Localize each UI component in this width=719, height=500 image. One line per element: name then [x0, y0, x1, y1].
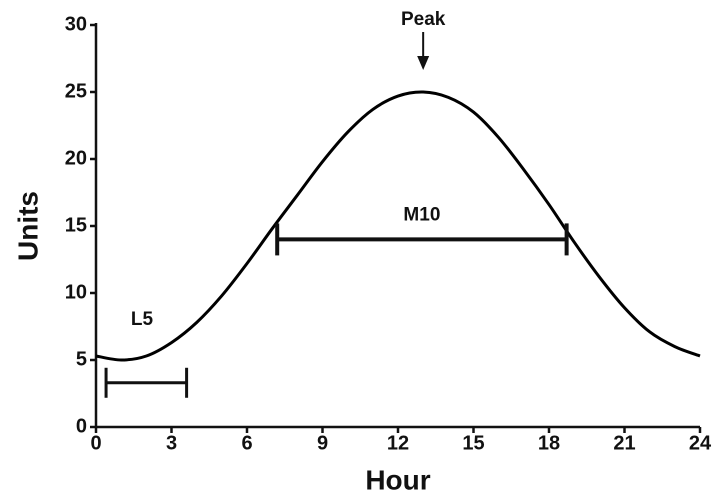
- l5-label: L5: [131, 309, 154, 330]
- x-tick-label: 24: [689, 432, 712, 454]
- x-tick-label: 3: [166, 432, 177, 454]
- y-tick-label: 5: [76, 348, 87, 370]
- peak-arrowhead: [417, 56, 430, 70]
- x-tick-label: 0: [90, 432, 101, 454]
- x-tick-label: 6: [241, 432, 252, 454]
- y-axis-title: Units: [12, 191, 43, 261]
- y-tick-label: 30: [65, 13, 87, 35]
- x-tick-label: 12: [387, 432, 409, 454]
- x-tick-label: 9: [317, 432, 328, 454]
- m10-label: M10: [403, 204, 440, 225]
- x-tick-label: 18: [538, 432, 560, 454]
- x-axis-title: Hour: [365, 464, 430, 495]
- peak-label: Peak: [401, 9, 446, 30]
- x-tick-label: 15: [462, 432, 484, 454]
- y-tick-label: 10: [65, 281, 87, 303]
- y-tick-label: 20: [65, 147, 87, 169]
- x-tick-label: 21: [613, 432, 635, 454]
- y-tick-label: 0: [76, 415, 87, 437]
- line: [95, 90, 701, 362]
- y-tick-label: 25: [65, 80, 87, 102]
- y-tick-label: 15: [65, 214, 87, 236]
